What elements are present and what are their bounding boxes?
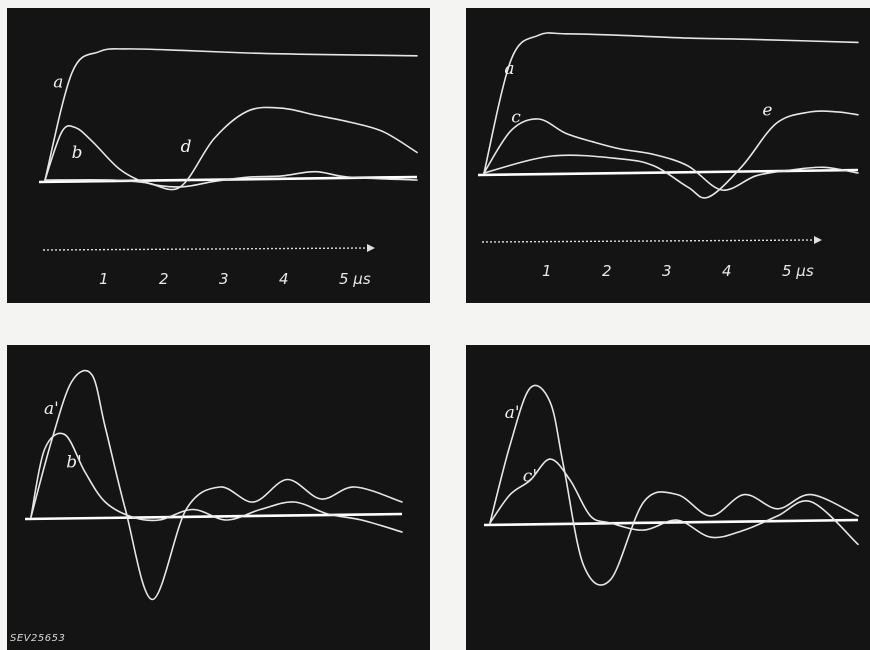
trace-a-prime bbox=[30, 369, 403, 601]
trace-a bbox=[44, 48, 418, 181]
trace-label-b-prime: b' bbox=[66, 453, 82, 473]
zero-baseline bbox=[477, 168, 859, 177]
trace-c-prime bbox=[489, 458, 859, 546]
time-tick-label: 2 bbox=[602, 262, 612, 280]
trace-a bbox=[483, 32, 859, 174]
time-axis-arrowhead bbox=[814, 236, 822, 244]
trace-label-c-prime: c' bbox=[523, 466, 537, 486]
trace-label-a: a bbox=[504, 59, 514, 79]
trace-b-prime bbox=[30, 432, 403, 533]
oscillogram-top-right: a c e 1 2 3 4 5 µs bbox=[466, 8, 870, 303]
trace-d bbox=[44, 106, 418, 191]
trace-b bbox=[44, 124, 418, 188]
trace-label-e: e bbox=[762, 100, 772, 120]
oscillogram-bottom-right: a' c' bbox=[466, 345, 870, 650]
time-tick-label: 5 µs bbox=[339, 270, 371, 288]
trace-label-c: c bbox=[511, 107, 521, 127]
trace-label-a-prime: a' bbox=[44, 399, 59, 419]
time-tick-label: 1 bbox=[99, 270, 109, 288]
oscillogram-bottom-right-plot: a' c' bbox=[483, 384, 859, 586]
figure-code: SEV25653 bbox=[10, 633, 66, 644]
time-tick-label: 2 bbox=[159, 270, 169, 288]
time-tick-label: 3 bbox=[662, 262, 672, 280]
time-tick-label: 4 bbox=[279, 270, 289, 288]
time-tick-label: 1 bbox=[542, 262, 552, 280]
oscillogram-top-right-plot: a c e 1 2 3 4 5 µs bbox=[477, 32, 859, 280]
trace-label-a-prime: a' bbox=[505, 403, 520, 423]
trace-label-b: b bbox=[72, 143, 83, 163]
zero-baseline bbox=[483, 518, 859, 527]
trace-c bbox=[483, 118, 859, 191]
time-axis-arrow bbox=[42, 247, 372, 251]
oscillogram-top-left-plot: a b d 1 2 3 4 5 µs bbox=[38, 48, 418, 288]
oscillogram-bottom-left-plot: a' b' bbox=[24, 369, 403, 601]
time-tick-label: 5 µs bbox=[782, 262, 814, 280]
time-tick-label: 4 bbox=[722, 262, 732, 280]
time-axis-arrow bbox=[481, 239, 819, 243]
trace-e bbox=[483, 110, 859, 199]
time-axis-arrowhead bbox=[367, 244, 375, 252]
trace-label-d: d bbox=[181, 137, 192, 157]
time-tick-label: 3 bbox=[219, 270, 229, 288]
trace-label-a: a bbox=[53, 72, 63, 92]
oscillogram-bottom-left: a' b' bbox=[7, 345, 430, 650]
trace-a-prime bbox=[489, 384, 859, 586]
oscillogram-top-left: a b d 1 2 3 4 5 µs bbox=[7, 8, 430, 303]
